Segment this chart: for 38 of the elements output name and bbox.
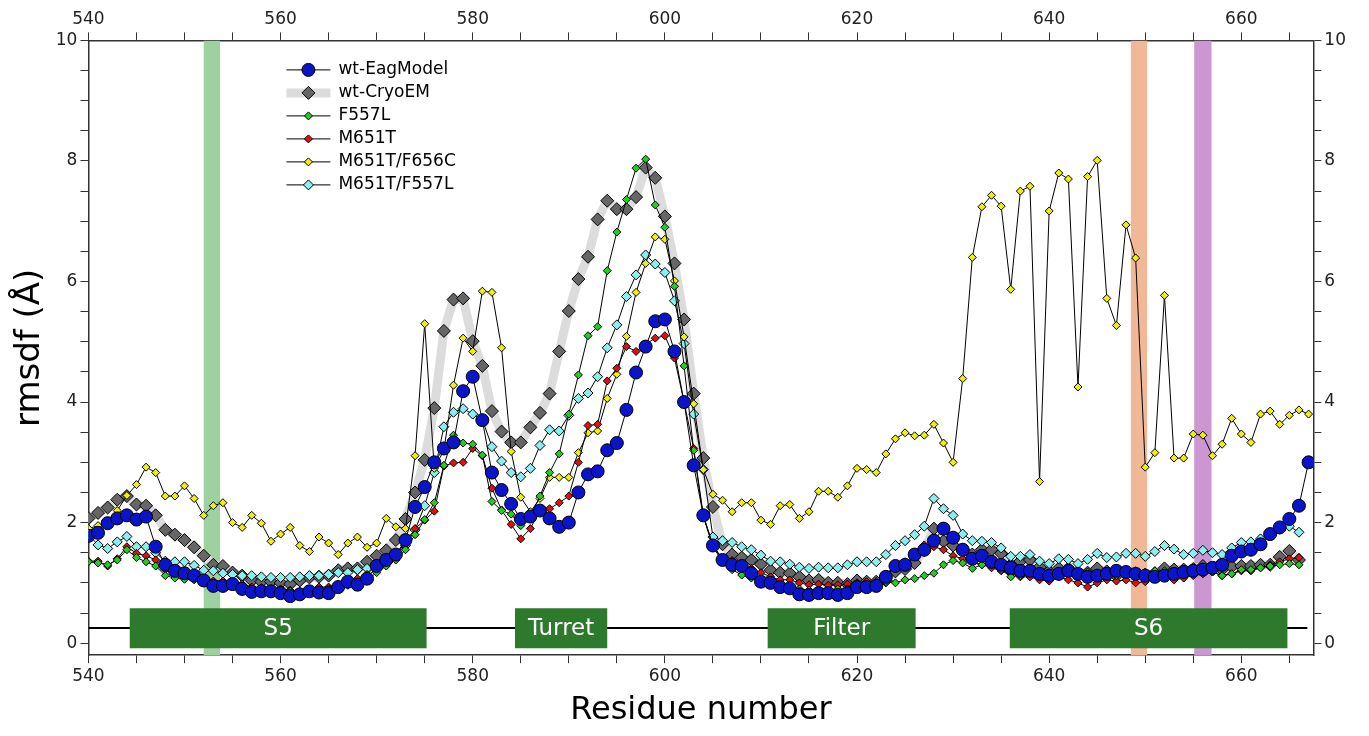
y2-tick-label: 6	[1324, 269, 1336, 290]
y2-tick-label: 2	[1324, 511, 1336, 532]
x2-tick-label: 640	[1032, 7, 1066, 28]
x-tick-label: 620	[840, 664, 874, 685]
y-axis-title: rmsdf (Å)	[7, 268, 48, 427]
band-label: S5	[263, 614, 293, 641]
legend-label: M651T	[338, 127, 397, 148]
x-tick-label: 580	[456, 664, 489, 685]
x-axis-title: Residue number	[570, 689, 833, 728]
x2-tick-label: 600	[648, 7, 682, 28]
y-tick-label: 8	[66, 149, 78, 170]
band-label: Turret	[526, 614, 595, 641]
x2-tick-label: 620	[840, 7, 874, 28]
y-tick-label: 4	[66, 390, 78, 411]
x-tick-label: 640	[1032, 664, 1066, 685]
legend-label: wt-EagModel	[338, 58, 449, 79]
x-tick-label: 560	[264, 664, 297, 685]
x2-tick-label: 560	[264, 7, 297, 28]
legend-label: F557L	[338, 104, 391, 125]
legend-label: wt-CryoEM	[338, 81, 430, 102]
x-tick-label: 600	[648, 664, 682, 685]
band-label: Filter	[813, 614, 871, 641]
band-label: S6	[1133, 614, 1164, 641]
x2-tick-label: 660	[1225, 7, 1258, 28]
y-tick-label: 10	[55, 28, 78, 49]
legend-label: M651T/F656C	[338, 150, 456, 171]
x-tick-label: 540	[72, 664, 105, 685]
legend-label: M651T/F557L	[338, 173, 454, 194]
x-tick-label: 660	[1225, 664, 1258, 685]
x2-tick-label: 580	[456, 7, 489, 28]
x2-tick-label: 540	[72, 7, 105, 28]
y-tick-label: 6	[66, 269, 78, 290]
y2-tick-label: 8	[1324, 149, 1336, 170]
y2-tick-label: 0	[1324, 631, 1336, 652]
y2-tick-label: 4	[1324, 390, 1336, 411]
y2-tick-label: 10	[1324, 28, 1347, 49]
y-tick-label: 0	[66, 631, 78, 652]
y-tick-label: 2	[66, 511, 78, 532]
